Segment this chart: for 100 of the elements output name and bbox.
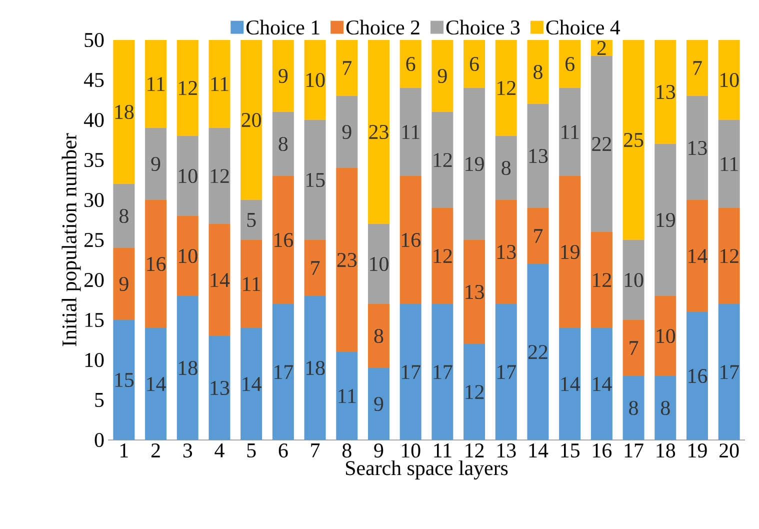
data-label: 14 xyxy=(210,273,230,287)
data-label: 9 xyxy=(119,276,128,292)
bar xyxy=(559,176,581,328)
bar xyxy=(527,264,549,440)
x-tick-label: 1 xyxy=(120,444,128,458)
data-label: 18 xyxy=(306,360,325,376)
y-tick-label: 40 xyxy=(84,112,104,128)
data-label: 13 xyxy=(466,284,484,300)
bar xyxy=(304,40,326,120)
data-label: 14 xyxy=(242,377,262,391)
bar xyxy=(336,352,358,440)
data-label: 8 xyxy=(629,400,638,416)
bar xyxy=(527,208,549,264)
bar xyxy=(559,40,581,88)
bar xyxy=(336,96,358,168)
data-label: 8 xyxy=(502,160,511,176)
data-label: 17 xyxy=(434,365,452,379)
bar xyxy=(208,128,230,224)
bar xyxy=(368,224,390,304)
data-label: 17 xyxy=(402,365,420,379)
bar xyxy=(654,296,676,376)
bar xyxy=(400,40,422,88)
data-label: 12 xyxy=(593,273,611,287)
data-label: 11 xyxy=(562,125,579,139)
data-label: 8 xyxy=(278,136,288,152)
data-label: 18 xyxy=(179,360,198,376)
y-tick-label: 30 xyxy=(84,192,104,208)
y-axis-title: Initial population number xyxy=(62,133,81,346)
bar xyxy=(590,328,612,440)
data-label: 10 xyxy=(370,256,388,272)
bar xyxy=(176,40,198,136)
data-label: 13 xyxy=(656,84,676,100)
y-tick-label: 0 xyxy=(94,432,104,448)
bar xyxy=(272,176,294,304)
bar xyxy=(272,112,294,176)
x-tick-label: 2 xyxy=(151,444,160,458)
x-tick-label: 8 xyxy=(342,444,352,458)
bar xyxy=(240,240,262,328)
data-label: 23 xyxy=(337,252,357,268)
bar xyxy=(686,312,708,440)
data-label: 11 xyxy=(243,277,260,291)
bar xyxy=(527,104,549,208)
bar xyxy=(622,320,644,376)
data-label: 17 xyxy=(274,365,294,379)
data-label: 7 xyxy=(693,61,702,75)
data-label: 14 xyxy=(147,377,166,391)
bar xyxy=(368,40,390,224)
bar xyxy=(464,240,486,344)
data-label: 11 xyxy=(720,157,738,171)
x-tick-label: 19 xyxy=(688,444,707,458)
legend-label: Choice 2 xyxy=(346,20,420,35)
data-label: 12 xyxy=(434,249,452,263)
x-tick-label: 11 xyxy=(434,444,452,458)
data-label: 22 xyxy=(592,137,611,151)
data-label: 16 xyxy=(402,232,420,248)
bar xyxy=(400,176,422,304)
data-label: 17 xyxy=(720,365,739,379)
data-label: 17 xyxy=(498,365,516,379)
data-label: 19 xyxy=(466,156,484,172)
bar xyxy=(718,40,740,120)
bar xyxy=(208,336,230,440)
bar xyxy=(686,200,708,312)
x-tick-label: 10 xyxy=(402,444,420,458)
data-label: 8 xyxy=(374,328,384,344)
data-label: 10 xyxy=(720,72,739,88)
data-label: 14 xyxy=(688,249,708,263)
y-tick-label: 20 xyxy=(84,272,104,288)
y-tick-label: 15 xyxy=(85,312,104,328)
data-label: 11 xyxy=(402,125,420,139)
bar xyxy=(495,40,517,136)
y-tick-label: 5 xyxy=(95,393,104,407)
data-label: 6 xyxy=(406,56,416,72)
bar xyxy=(718,304,740,440)
bar xyxy=(113,248,135,320)
data-label: 10 xyxy=(306,72,325,88)
data-label: 7 xyxy=(343,61,352,75)
x-tick-label: 14 xyxy=(529,444,548,458)
x-tick-label: 13 xyxy=(498,444,516,458)
bar xyxy=(240,40,262,200)
bar xyxy=(622,240,644,320)
data-label: 6 xyxy=(470,56,479,72)
bar xyxy=(208,224,230,336)
data-label: 8 xyxy=(119,208,128,224)
bar xyxy=(527,40,549,104)
x-tick-label: 9 xyxy=(374,444,384,458)
y-tick-label: 45 xyxy=(84,73,104,87)
bar xyxy=(145,328,167,440)
bar xyxy=(272,40,294,112)
bar xyxy=(113,40,135,184)
data-label: 13 xyxy=(210,380,230,396)
data-label: 14 xyxy=(561,377,580,391)
data-label: 11 xyxy=(338,389,356,403)
y-tick-label: 35 xyxy=(84,152,104,168)
data-label: 22 xyxy=(528,345,548,359)
bar xyxy=(495,200,517,304)
data-label: 7 xyxy=(534,229,543,243)
data-label: 8 xyxy=(534,64,542,80)
data-label: 9 xyxy=(374,396,384,412)
x-tick-label: 3 xyxy=(183,444,192,458)
legend-label: Choice 3 xyxy=(446,20,520,35)
